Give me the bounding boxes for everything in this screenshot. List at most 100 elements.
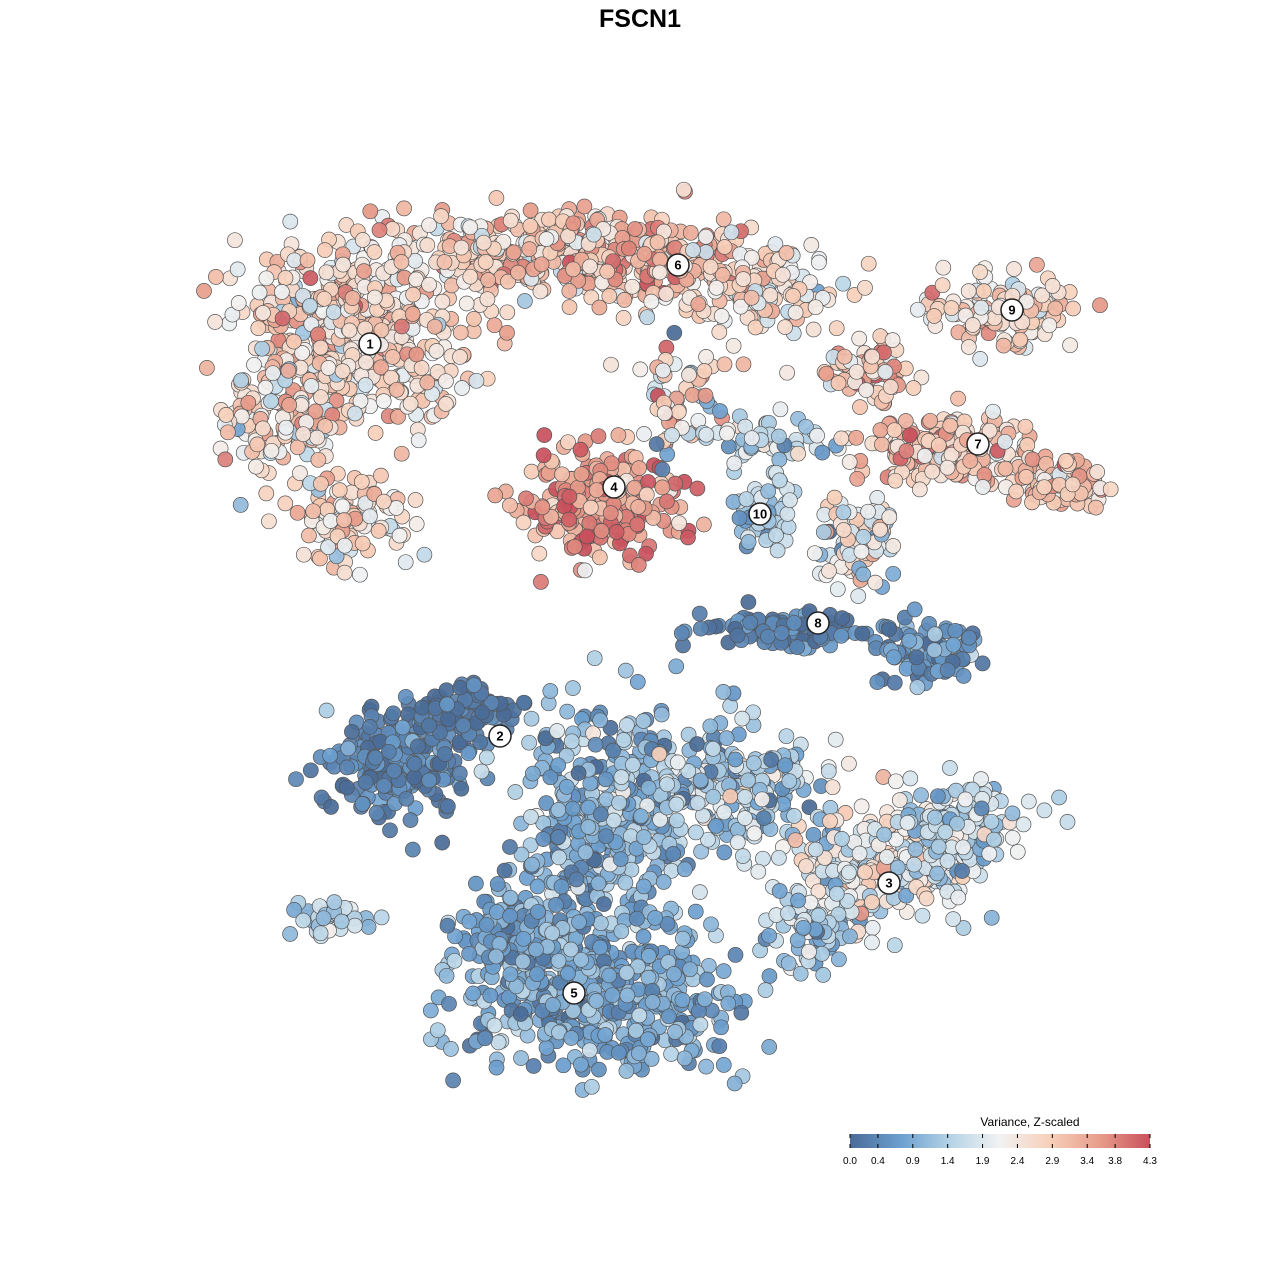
cell-point (608, 524, 625, 540)
cell-point (263, 393, 279, 410)
cell-point (930, 437, 947, 454)
cell-point (515, 930, 532, 947)
cell-point (635, 713, 652, 729)
cell-point (585, 226, 602, 243)
cell-point (692, 772, 709, 789)
cell-point (719, 425, 735, 442)
cell-point (317, 418, 333, 434)
cell-point (315, 910, 332, 927)
cell-point (320, 360, 337, 376)
cell-point (716, 804, 733, 821)
cell-point (555, 1057, 572, 1074)
cell-point (416, 546, 433, 563)
cell-point (711, 1038, 728, 1055)
cluster-number: 3 (885, 876, 892, 891)
cell-point (452, 349, 468, 365)
cell-point (943, 300, 960, 316)
cell-point (985, 403, 1001, 420)
cell-point (1044, 278, 1061, 294)
cell-point (771, 883, 788, 899)
cell-point (718, 730, 735, 746)
cell-point (462, 219, 479, 236)
cell-point (303, 378, 320, 394)
cell-point (836, 348, 853, 365)
cell-point (261, 513, 277, 530)
cell-point (573, 466, 590, 483)
cell-point (689, 480, 706, 497)
cell-point (780, 955, 797, 972)
legend-tick-label: 1.4 (941, 1156, 955, 1167)
cell-point (769, 542, 786, 559)
cell-point (666, 324, 683, 341)
cell-point (466, 677, 482, 693)
cell-point (386, 762, 402, 779)
cell-point (668, 796, 685, 813)
cell-point (939, 459, 956, 476)
cell-point (289, 504, 306, 521)
cell-point (312, 339, 329, 356)
cell-point (579, 528, 595, 545)
cell-point (761, 927, 777, 944)
cell-point (603, 356, 619, 373)
cell-point (955, 668, 972, 684)
cell-point (655, 362, 671, 379)
cell-point (852, 399, 868, 415)
cell-point (926, 308, 943, 324)
cell-point (725, 494, 742, 510)
cell-point (864, 934, 880, 951)
cell-point (715, 1057, 732, 1073)
cell-point (419, 374, 436, 391)
cell-point (833, 430, 850, 447)
cell-point (286, 252, 303, 269)
cell-point (688, 824, 704, 841)
cell-point (886, 674, 903, 691)
cell-point (779, 506, 796, 522)
cell-point (344, 290, 361, 306)
cell-point (478, 749, 495, 766)
cell-point (907, 841, 924, 858)
cell-point (698, 228, 714, 245)
cell-point (805, 826, 822, 843)
cell-point (1024, 451, 1041, 468)
cell-point (522, 202, 539, 219)
cell-point (632, 361, 649, 378)
cell-point (715, 963, 732, 979)
cell-point (663, 1046, 679, 1062)
cell-point (735, 356, 752, 373)
cell-point (302, 270, 319, 286)
cell-point (510, 264, 526, 281)
cell-point (858, 382, 875, 398)
cell-point (538, 231, 555, 247)
cell-point (523, 809, 539, 825)
cell-point (635, 829, 652, 845)
cell-point (763, 751, 779, 768)
cell-point (438, 373, 454, 390)
cell-point (754, 791, 770, 808)
cell-point (687, 903, 704, 920)
cell-point (807, 841, 824, 858)
cell-point (357, 774, 374, 791)
cell-point (336, 512, 352, 528)
cell-point (742, 614, 759, 631)
cell-point (674, 992, 691, 1008)
cell-point (305, 503, 322, 520)
cell-point (577, 844, 594, 861)
cell-point (798, 858, 814, 875)
cell-point (636, 246, 653, 262)
cell-point (317, 242, 333, 258)
cell-point (536, 427, 553, 443)
cell-point (771, 472, 788, 489)
cell-point (434, 834, 451, 851)
cell-point (648, 436, 665, 452)
cell-point (384, 349, 401, 365)
cell-point (715, 211, 732, 228)
cell-point (631, 1045, 647, 1062)
cell-point (649, 234, 666, 251)
cell-point (698, 349, 714, 365)
cell-point (860, 503, 876, 520)
cell-point (207, 314, 223, 330)
cell-point (906, 601, 923, 618)
cell-point (341, 322, 358, 339)
cell-point (404, 841, 421, 858)
cell-point (665, 846, 682, 862)
